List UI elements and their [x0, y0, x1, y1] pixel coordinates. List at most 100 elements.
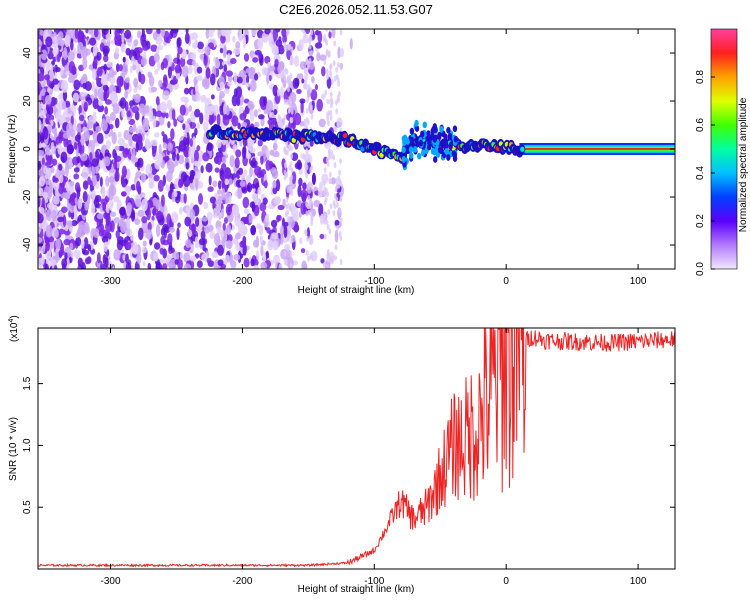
noise-speck: [38, 195, 41, 208]
trace-scatter: [453, 135, 459, 143]
noise-speck: [267, 32, 274, 44]
noise-speck: [298, 177, 303, 187]
noise-speck: [166, 160, 172, 170]
noise-speck: [330, 102, 333, 109]
noise-speck: [50, 166, 55, 173]
noise-speck: [41, 191, 48, 198]
noise-speck: [283, 114, 287, 121]
noise-speck: [329, 114, 333, 121]
noise-speck: [308, 181, 312, 188]
noise-speck: [179, 251, 184, 261]
noise-speck: [339, 158, 342, 165]
noise-speck: [260, 245, 264, 257]
noise-speck: [235, 232, 242, 240]
noise-speck: [137, 209, 145, 218]
noise-speck: [105, 221, 113, 233]
noise-speck: [267, 239, 274, 251]
noise-speck: [214, 167, 220, 173]
noise-speck: [216, 153, 222, 166]
trace-scatter: [439, 125, 444, 133]
noise-speck: [268, 65, 276, 72]
noise-speck: [223, 88, 230, 95]
noise-speck: [322, 216, 326, 223]
noise-speck: [339, 29, 343, 36]
noise-speck: [265, 213, 270, 223]
noise-speck: [76, 122, 82, 135]
noise-speck: [319, 213, 325, 225]
noise-speck: [120, 174, 124, 186]
noise-speck: [89, 180, 93, 188]
noise-speck: [332, 210, 336, 217]
noise-speck: [204, 45, 211, 56]
noise-speck: [119, 206, 126, 216]
noise-speck: [272, 240, 279, 251]
noise-speck: [329, 91, 333, 98]
noise-speck: [41, 49, 48, 61]
noise-speck: [146, 199, 154, 209]
noise-speck: [317, 30, 323, 44]
noise-speck: [157, 179, 164, 192]
noise-speck: [287, 86, 290, 93]
noise-speck: [201, 253, 209, 262]
noise-speck: [307, 209, 311, 216]
noise-speck: [339, 216, 343, 223]
noise-speck: [216, 113, 221, 126]
noise-speck: [336, 76, 340, 83]
noise-speck: [113, 217, 120, 224]
noise-speck: [121, 191, 127, 197]
noise-speck: [191, 222, 196, 235]
noise-speck: [286, 246, 290, 253]
noise-speck: [308, 38, 312, 45]
noise-speck: [45, 36, 53, 48]
trace-scatter: [422, 121, 427, 129]
noise-speck: [150, 44, 158, 52]
noise-speck: [61, 206, 68, 214]
noise-speck: [170, 128, 175, 140]
y-tick-label: 20: [22, 95, 33, 107]
noise-speck: [155, 96, 160, 106]
noise-speck: [224, 32, 231, 44]
noise-speck: [274, 45, 279, 58]
noise-speck: [184, 32, 190, 44]
x-tick-label: 100: [630, 276, 647, 287]
noise-speck: [124, 241, 132, 251]
noise-speck: [206, 211, 213, 223]
trace-scatter: [427, 139, 432, 146]
noise-speck: [125, 262, 132, 269]
noise-speck: [293, 112, 302, 126]
noise-speck: [38, 102, 42, 113]
noise-speck: [141, 220, 149, 234]
noise-speck: [322, 180, 326, 187]
noise-speck: [310, 219, 314, 226]
noise-speck: [335, 99, 338, 106]
snr-series-line: [38, 328, 675, 568]
noise-speck: [272, 180, 277, 189]
noise-speck: [299, 98, 306, 104]
snr-multiplier: (x104): [8, 315, 20, 342]
noise-speck: [278, 61, 285, 71]
colorbar-label: Normalized spectral amplitude: [738, 97, 749, 232]
noise-speck: [165, 184, 170, 192]
noise-speck: [104, 133, 109, 139]
noise-speck: [73, 213, 78, 222]
noise-speck: [289, 238, 293, 245]
noise-speck: [290, 108, 294, 115]
noise-speck: [45, 117, 50, 125]
snr-x-ticks: -300 -200 -100 0 100: [101, 328, 647, 587]
noise-speck: [164, 155, 169, 162]
noise-speck: [309, 253, 312, 260]
noise-speck: [109, 200, 114, 208]
noise-speck: [300, 189, 308, 200]
noise-speck: [196, 260, 203, 268]
noise-speck: [103, 241, 109, 252]
noise-speck: [226, 224, 232, 235]
noise-speck: [117, 137, 125, 146]
noise-speck: [162, 90, 170, 96]
trace-blob-core: [379, 152, 384, 158]
trace-scatter: [446, 154, 451, 161]
noise-speck: [126, 216, 131, 230]
noise-speck: [92, 228, 100, 239]
noise-speck: [336, 61, 340, 68]
noise-speck: [70, 211, 75, 220]
noise-speck: [57, 31, 64, 40]
